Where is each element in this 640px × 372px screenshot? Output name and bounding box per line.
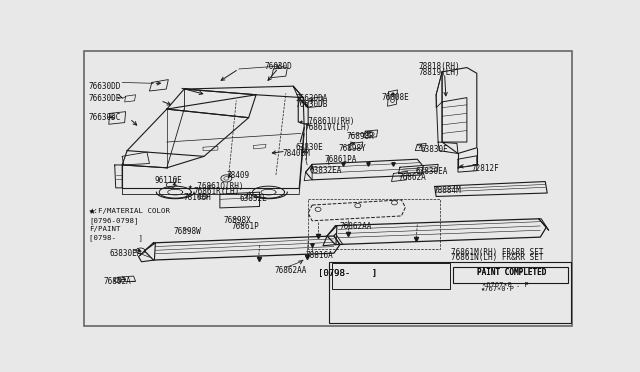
Text: 63832EA: 63832EA xyxy=(309,166,342,175)
Text: 76861N(LH) FR&RR SET: 76861N(LH) FR&RR SET xyxy=(451,253,543,262)
Text: 78884M: 78884M xyxy=(433,186,461,195)
Text: 63830E: 63830E xyxy=(296,142,323,152)
Text: ★ 76861Q(RH): ★ 76861Q(RH) xyxy=(188,182,244,191)
Text: ★: ★ xyxy=(89,207,96,217)
Text: 63830EA: 63830EA xyxy=(415,167,447,176)
Text: ★:F/MATERIAL COLOR
[0796-0798]
F/PAINT
[0798-     ]: ★:F/MATERIAL COLOR [0796-0798] F/PAINT [… xyxy=(89,208,170,241)
Bar xyxy=(453,267,568,283)
Text: 76898R: 76898R xyxy=(347,132,374,141)
Text: 76630D: 76630D xyxy=(264,62,292,71)
Text: 63830E: 63830E xyxy=(420,145,448,154)
Text: 78100H: 78100H xyxy=(183,193,211,202)
Text: 76862A―: 76862A― xyxy=(104,277,136,286)
Text: 76861V(LH): 76861V(LH) xyxy=(304,122,351,132)
Text: 76861R(LH): 76861R(LH) xyxy=(193,187,239,196)
Text: 76898Y: 76898Y xyxy=(339,144,367,153)
Text: 76862AA: 76862AA xyxy=(340,222,372,231)
Text: 96116E: 96116E xyxy=(154,176,182,185)
Text: PAINT COMPLETED: PAINT COMPLETED xyxy=(477,268,546,277)
Text: 76861M(RH) FR&RR SET: 76861M(RH) FR&RR SET xyxy=(451,248,543,257)
Bar xyxy=(332,263,450,289)
Text: [0798-    ]: [0798- ] xyxy=(318,268,378,277)
Text: 76808E: 76808E xyxy=(381,93,410,102)
Text: 7840BM: 7840BM xyxy=(282,149,310,158)
Text: 76862AA: 76862AA xyxy=(275,266,307,275)
Text: 76630DD: 76630DD xyxy=(89,82,122,91)
Text: 76630DE: 76630DE xyxy=(89,94,122,103)
Text: 76861PA: 76861PA xyxy=(324,155,356,164)
Text: 63832E: 63832E xyxy=(240,194,268,203)
Text: 78818(RH): 78818(RH) xyxy=(419,62,460,71)
Text: 76898X: 76898X xyxy=(224,216,252,225)
Bar xyxy=(329,262,571,323)
Text: ∗6767∗0 : P: ∗6767∗0 : P xyxy=(482,282,529,288)
Text: PAINT COMPLETED: PAINT COMPLETED xyxy=(477,268,546,277)
Text: 63830EA: 63830EA xyxy=(110,248,142,257)
Text: ★767∗0·P: ★767∗0·P xyxy=(481,286,515,292)
Text: 78816A: 78816A xyxy=(306,251,333,260)
Text: 76630DB: 76630DB xyxy=(295,100,328,109)
Text: 76862A: 76862A xyxy=(399,173,426,182)
Text: 76630DC: 76630DC xyxy=(89,113,122,122)
Text: [0798-    ]: [0798- ] xyxy=(318,268,378,277)
Bar xyxy=(308,199,440,250)
Text: 72812F: 72812F xyxy=(472,164,500,173)
Text: 78409: 78409 xyxy=(227,171,250,180)
Text: ★ 76861U(RH): ★ 76861U(RH) xyxy=(300,117,355,126)
Text: 78819(LH): 78819(LH) xyxy=(419,68,460,77)
Text: 76898W: 76898W xyxy=(173,227,201,235)
Text: 76861P: 76861P xyxy=(231,222,259,231)
Text: 76630DA: 76630DA xyxy=(295,94,328,103)
